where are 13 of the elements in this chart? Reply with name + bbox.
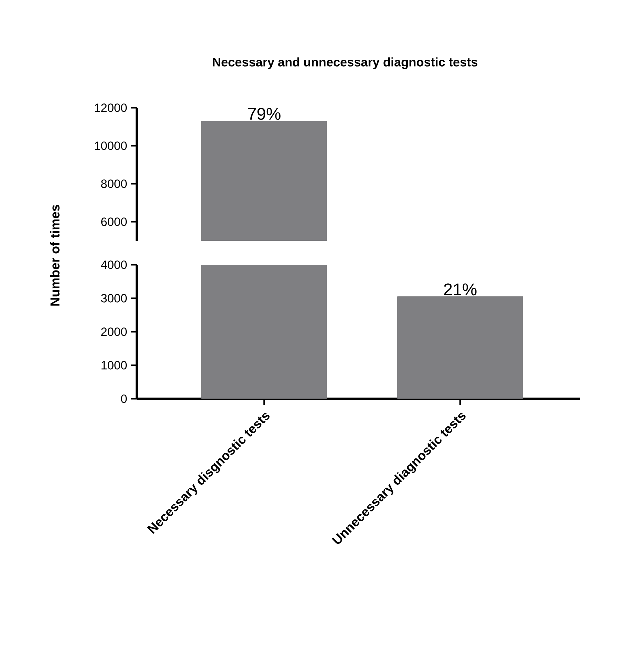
y-tick-label: 12000	[95, 104, 128, 112]
y-axis-title: Number of times	[50, 205, 60, 306]
y-tick-label: 3000	[101, 294, 128, 303]
chart-title: Necessary and unnecessary diagnostic tests	[213, 58, 478, 70]
y-tick-label: 4000	[101, 260, 128, 270]
y-tick-label: 10000	[95, 142, 128, 150]
y-tick-label: 8000	[101, 180, 128, 188]
y-tick-label: 0	[121, 394, 128, 404]
y-tick-label: 1000	[102, 361, 128, 370]
annotation: 21%	[444, 284, 477, 296]
y-tick-label: 6000	[101, 218, 128, 226]
annotation: 79%	[248, 108, 281, 120]
y-tick-label: 2000	[101, 328, 128, 336]
